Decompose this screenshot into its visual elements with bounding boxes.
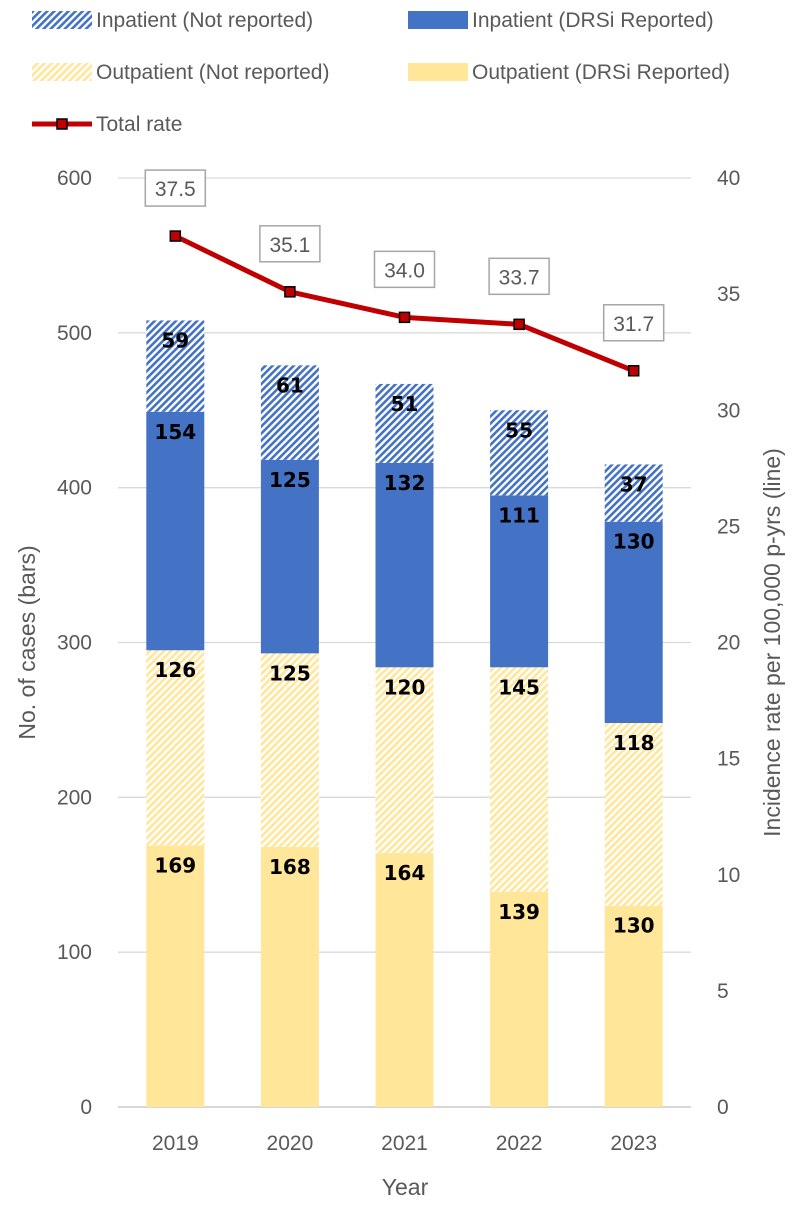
bar-segment <box>375 462 434 668</box>
legend-swatch <box>32 63 92 81</box>
x-tick-label: 2022 <box>496 1132 543 1155</box>
bar-value-label: 132 <box>384 471 426 495</box>
bar-segment <box>490 667 549 892</box>
y-tick-label: 100 <box>57 941 92 964</box>
rate-point <box>284 286 296 298</box>
legend-label: Inpatient (DRSi Reported) <box>472 9 714 32</box>
y2-axis-title: Incidence rate per 100,000 p-yrs (line) <box>759 448 785 837</box>
bar-segment <box>604 464 663 522</box>
legend-swatch <box>408 63 468 81</box>
bar-segment <box>375 667 434 854</box>
bar-value-label: 37 <box>620 472 648 496</box>
y2-tick-label: 20 <box>717 632 740 655</box>
bar-value-label: 125 <box>269 661 311 685</box>
rate-point <box>513 318 525 331</box>
rate-label-box <box>144 169 207 207</box>
y2-tick-label: 35 <box>717 283 740 306</box>
y2-tick-label: 0 <box>717 1096 729 1119</box>
y2-tick-label: 25 <box>717 515 740 538</box>
x-tick-label: 2019 <box>152 1132 199 1155</box>
x-tick-label: 2023 <box>610 1132 657 1155</box>
bar-segment <box>604 521 663 724</box>
bar-value-label: 125 <box>269 468 311 492</box>
bar-value-label: 168 <box>269 855 311 879</box>
x-tick-label: 2021 <box>381 1132 428 1155</box>
bar-value-label: 145 <box>498 675 540 699</box>
y-tick-label: 0 <box>80 1096 92 1119</box>
bar-value-label: 139 <box>498 900 540 924</box>
legend: Inpatient (Not reported) Inpatient (DRSi … <box>32 9 730 136</box>
bar-value-label: 59 <box>161 328 189 352</box>
y-tick-label: 200 <box>57 786 92 809</box>
bar-segment <box>604 723 663 906</box>
bar-value-label: 120 <box>384 675 426 699</box>
bar-value-label: 55 <box>505 418 533 442</box>
bar-value-label: 130 <box>613 530 655 554</box>
rate-line <box>169 230 640 377</box>
rate-value-label: 35.1 <box>269 234 310 257</box>
bar-segment <box>146 411 205 651</box>
y-tick-label: 400 <box>57 477 92 500</box>
bar-value-label: 51 <box>391 392 419 416</box>
y-tick-label: 500 <box>57 322 92 345</box>
bar-value-label: 130 <box>613 914 655 938</box>
y-axis-title: No. of cases (bars) <box>14 545 40 739</box>
bar-value-label: 154 <box>154 420 196 444</box>
bar-segment <box>604 905 663 1107</box>
y-tick-label: 300 <box>57 632 92 655</box>
bar-segment <box>375 853 434 1107</box>
bar-value-label: 164 <box>384 861 426 885</box>
y2-tick-label: 40 <box>717 167 740 190</box>
y2-tick-label: 10 <box>717 864 740 887</box>
legend-label: Outpatient (DRSi Reported) <box>472 61 730 84</box>
rate-value-label: 33.7 <box>499 266 540 289</box>
bar-segment <box>375 383 434 463</box>
bar-segment <box>146 320 205 412</box>
x-axis-title: Year <box>382 1174 429 1200</box>
bar-segment <box>260 653 319 847</box>
y2-tick-label: 5 <box>717 980 729 1003</box>
rate-value-label: 37.5 <box>155 178 196 201</box>
axes: 0 100 200 300 400 500 600 0 5 10 15 20 25 30 35 40 2019 2… <box>14 167 785 1200</box>
rate-value-label: 34.0 <box>384 259 425 282</box>
rate-point <box>398 311 411 324</box>
rate-label-box <box>602 304 665 342</box>
bar-segment <box>146 650 205 846</box>
bar-segment <box>490 891 549 1107</box>
bar-segment <box>260 459 319 654</box>
rate-label-box <box>259 225 321 263</box>
y2-tick-label: 15 <box>717 748 740 771</box>
bar-segment <box>260 846 319 1107</box>
bar-value-label: 118 <box>613 731 655 755</box>
rate-point <box>627 365 640 377</box>
legend-label: Total rate <box>96 113 182 136</box>
data-labels: 169 126 154 59 168 125 125 61 164 120 132 51 139 145 1… <box>144 169 665 938</box>
bars <box>146 320 663 1107</box>
bar-value-label: 126 <box>154 658 196 682</box>
y2-tick-label: 30 <box>717 399 740 422</box>
bar-segment <box>490 410 549 496</box>
bar-value-label: 169 <box>154 853 196 877</box>
rate-point <box>169 230 182 242</box>
rate-value-label: 31.7 <box>613 313 654 336</box>
bar-segment <box>146 845 205 1107</box>
y-tick-label: 600 <box>57 167 92 190</box>
legend-label: Inpatient (Not reported) <box>96 9 313 32</box>
bar-value-label: 111 <box>498 503 540 527</box>
rate-label-box <box>373 250 436 289</box>
legend-swatch <box>32 11 92 29</box>
x-tick-label: 2020 <box>267 1132 314 1155</box>
legend-label: Outpatient (Not reported) <box>96 61 329 84</box>
bar-segment <box>490 495 549 668</box>
bar-value-label: 61 <box>276 373 304 397</box>
legend-swatch <box>408 11 468 29</box>
bar-segment <box>260 365 319 460</box>
legend-marker-swatch <box>56 118 68 130</box>
rate-label-box <box>488 257 550 296</box>
